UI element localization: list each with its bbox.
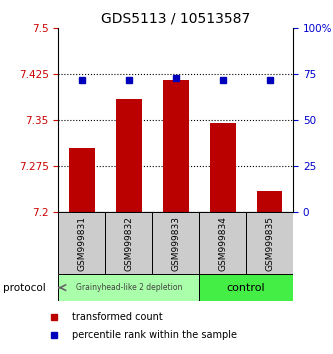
Bar [58, 212, 105, 274]
Title: GDS5113 / 10513587: GDS5113 / 10513587 [101, 12, 250, 26]
Bar [105, 212, 152, 274]
Text: GSM999832: GSM999832 [124, 216, 133, 271]
Text: GSM999833: GSM999833 [171, 216, 180, 271]
Bar [199, 212, 246, 274]
Text: GSM999835: GSM999835 [265, 216, 274, 271]
Text: transformed count: transformed count [72, 312, 163, 322]
Bar [210, 124, 235, 212]
Bar [116, 99, 142, 212]
Text: Grainyhead-like 2 depletion: Grainyhead-like 2 depletion [76, 283, 182, 292]
Text: control: control [227, 282, 265, 293]
Bar [152, 212, 199, 274]
Text: GSM999831: GSM999831 [77, 216, 86, 271]
Bar [199, 274, 293, 301]
Text: protocol: protocol [3, 282, 46, 293]
Text: percentile rank within the sample: percentile rank within the sample [72, 330, 237, 341]
Bar [58, 274, 199, 301]
Text: GSM999834: GSM999834 [218, 216, 227, 271]
Bar [246, 212, 293, 274]
Bar [257, 191, 282, 212]
Bar [69, 148, 95, 212]
Bar [163, 80, 188, 212]
